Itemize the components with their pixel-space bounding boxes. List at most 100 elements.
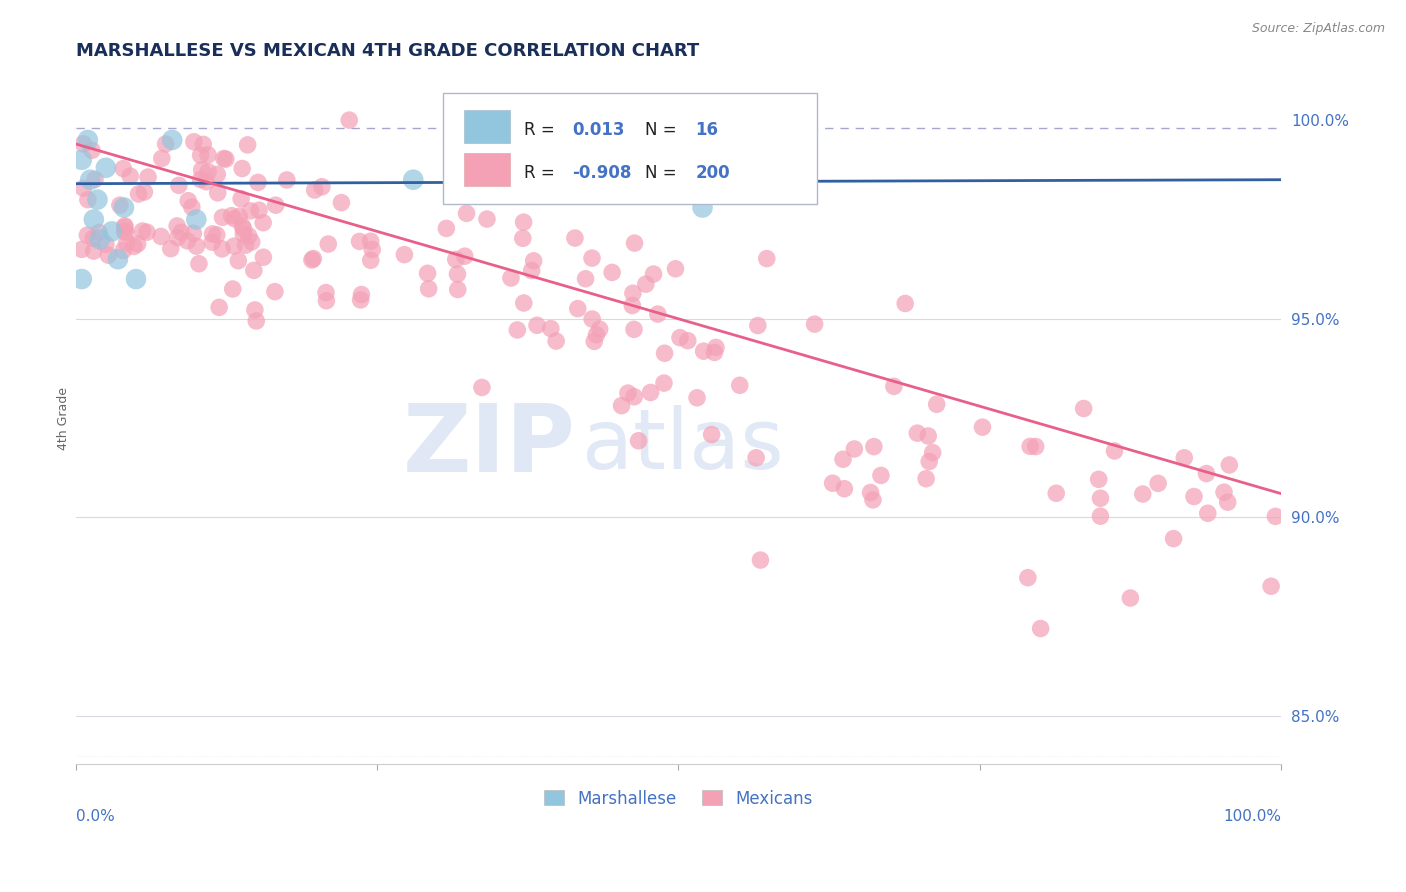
Point [1090, 509, 1112, 524]
Point [180, 200, 202, 214]
Point [350, 287, 373, 301]
Point [243, 302, 266, 317]
Text: 200: 200 [696, 163, 730, 182]
Point [581, 312, 603, 326]
Point [301, 252, 323, 267]
Point [821, 476, 844, 491]
Point [70, 272, 93, 286]
Point [703, 345, 725, 359]
Point [434, 221, 457, 235]
Point [212, 152, 235, 166]
Point [190, 148, 212, 162]
Point [112, 161, 135, 176]
Point [588, 322, 610, 336]
Point [905, 426, 928, 441]
Point [127, 236, 149, 251]
Point [76, 228, 98, 243]
Point [231, 192, 253, 206]
Point [564, 231, 586, 245]
Point [643, 267, 665, 281]
Point [201, 227, 224, 241]
Point [1147, 476, 1170, 491]
Point [700, 427, 723, 442]
Point [652, 376, 675, 390]
Point [207, 167, 229, 181]
Point [1119, 591, 1142, 605]
Point [197, 164, 219, 178]
Point [1090, 491, 1112, 506]
Point [252, 250, 274, 264]
Point [183, 226, 205, 240]
Point [245, 314, 267, 328]
Point [623, 236, 645, 251]
Point [155, 136, 177, 151]
Point [159, 242, 181, 256]
Point [972, 420, 994, 434]
Text: MARSHALLESE VS MEXICAN 4TH GRADE CORRELATION CHART: MARSHALLESE VS MEXICAN 4TH GRADE CORRELA… [76, 42, 699, 60]
Point [114, 219, 136, 233]
Point [454, 249, 477, 263]
Point [101, 224, 124, 238]
Point [349, 235, 371, 249]
Point [264, 285, 287, 299]
Point [122, 239, 145, 253]
Point [446, 267, 468, 281]
Point [195, 175, 218, 189]
Text: 100.0%: 100.0% [1223, 809, 1281, 824]
Point [803, 317, 825, 331]
Point [94, 161, 117, 175]
Point [252, 216, 274, 230]
Point [108, 198, 131, 212]
Point [567, 301, 589, 316]
Point [77, 193, 100, 207]
Point [520, 263, 543, 277]
Point [360, 234, 382, 248]
Point [120, 169, 142, 183]
Point [84, 172, 107, 186]
Point [623, 322, 645, 336]
Point [621, 299, 644, 313]
Point [1218, 458, 1240, 472]
Point [523, 253, 546, 268]
Text: N =: N = [645, 120, 676, 139]
Point [918, 454, 941, 468]
Point [664, 261, 686, 276]
Point [654, 346, 676, 360]
Point [418, 282, 440, 296]
FancyBboxPatch shape [443, 93, 817, 203]
Point [745, 450, 768, 465]
Text: N =: N = [645, 163, 676, 182]
Point [264, 198, 287, 212]
Point [512, 231, 534, 245]
Point [70, 153, 93, 167]
Legend: Marshallese, Mexicans: Marshallese, Mexicans [537, 783, 820, 814]
Point [86, 193, 108, 207]
Point [917, 429, 939, 443]
Point [1073, 401, 1095, 416]
Point [1182, 490, 1205, 504]
Point [513, 296, 536, 310]
Point [1025, 440, 1047, 454]
Point [647, 307, 669, 321]
Point [834, 482, 856, 496]
Text: Source: ZipAtlas.com: Source: ZipAtlas.com [1251, 22, 1385, 36]
Point [1260, 579, 1282, 593]
Point [600, 265, 623, 279]
Point [692, 201, 714, 215]
Point [166, 231, 188, 245]
Point [1216, 495, 1239, 509]
Point [302, 252, 325, 266]
Point [170, 225, 193, 239]
Point [1213, 485, 1236, 500]
Point [166, 219, 188, 233]
Point [232, 227, 254, 242]
Point [222, 239, 245, 253]
Text: R =: R = [524, 120, 555, 139]
Point [197, 148, 219, 162]
Point [585, 327, 607, 342]
Point [621, 286, 644, 301]
Point [870, 468, 893, 483]
Point [304, 183, 326, 197]
Point [676, 334, 699, 348]
Point [115, 226, 138, 240]
